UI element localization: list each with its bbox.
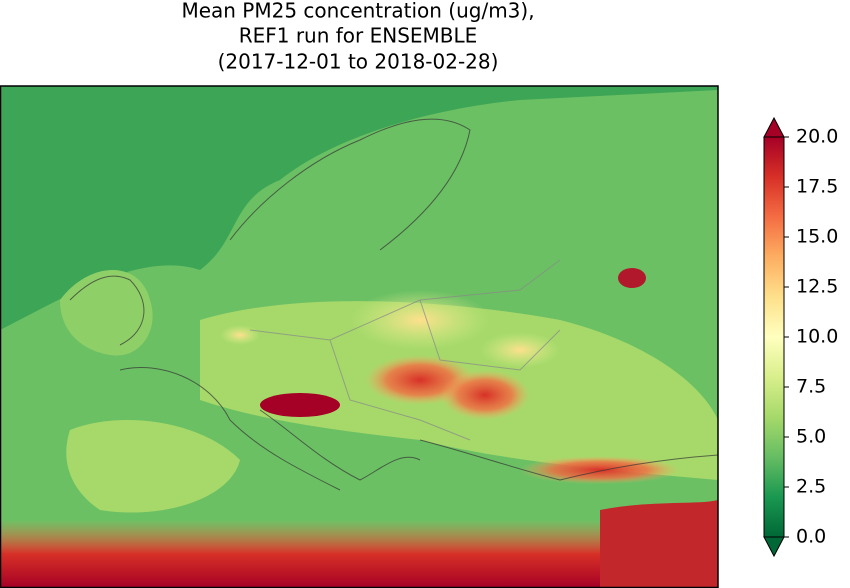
colorbar-tick-label: 5.0: [796, 426, 826, 448]
colorbar-extend-min: [763, 536, 785, 558]
title-line: Mean PM25 concentration (ug/m3),: [181, 0, 534, 23]
colorbar-tick-label: 15.0: [796, 226, 838, 248]
colorbar-tick-label: 20.0: [796, 126, 838, 148]
title-line: (2017-12-01 to 2018-02-28): [218, 50, 499, 74]
colorbar-tick-label: 7.5: [796, 376, 826, 398]
colorbar: 0.0 2.5 5.0 7.5 10.0 12.5 15.0 17.5 20.0: [763, 116, 838, 558]
title: Mean PM25 concentration (ug/m3), REF1 ru…: [181, 0, 534, 74]
title-line: REF1 run for ENSEMBLE: [239, 24, 478, 48]
colorbar-extend-max: [763, 116, 785, 138]
colorbar-tick-label: 2.5: [796, 476, 826, 498]
colorbar-gradient: [764, 137, 784, 537]
colorbar-tick-label: 10.0: [796, 326, 838, 348]
map: [1, 86, 718, 587]
colorbar-tick-label: 17.5: [796, 176, 838, 198]
colorbar-tick-label: 0.0: [796, 526, 826, 548]
colorbar-tick-label: 12.5: [796, 276, 838, 298]
